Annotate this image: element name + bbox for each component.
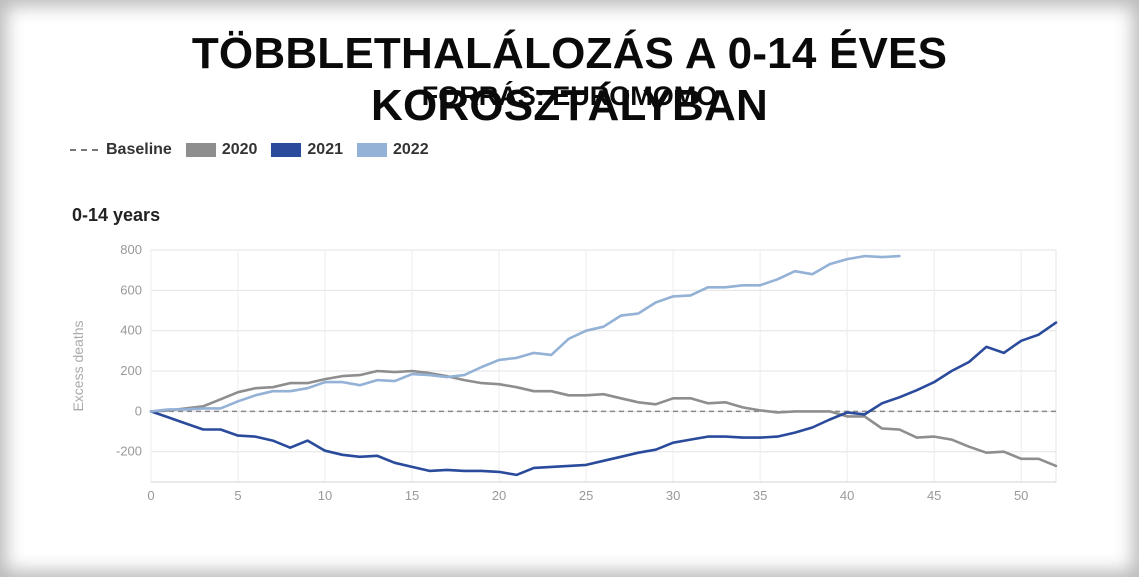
y-tick-label: 0 (135, 403, 142, 418)
y-tick-label: 400 (120, 323, 142, 338)
x-tick-label: 35 (753, 488, 767, 503)
y-tick-label: 600 (120, 282, 142, 297)
legend-swatch-2021 (271, 143, 302, 157)
legend-swatch-baseline (70, 149, 98, 151)
x-tick-label: 5 (234, 488, 241, 503)
y-tick-label: 200 (120, 363, 142, 378)
x-tick-label: 50 (1014, 488, 1028, 503)
y-tick-label: 800 (120, 242, 142, 257)
y-axis-label: Excess deaths (70, 320, 86, 411)
x-tick-label: 0 (147, 488, 154, 503)
page-subtitle: FORRÁS: EUROMOMO (421, 81, 718, 111)
x-tick-label: 40 (840, 488, 854, 503)
legend-label-2021: 2021 (307, 141, 343, 158)
x-tick-label: 10 (318, 488, 332, 503)
x-tick-label: 45 (927, 488, 941, 503)
legend-label-baseline: Baseline (106, 141, 172, 158)
legend-item-2020: 2020 (185, 141, 258, 159)
series-line-2020 (149, 369, 1058, 468)
x-tick-label: 30 (666, 488, 680, 503)
chart-series (149, 254, 1058, 477)
chart-grid (150, 249, 1057, 483)
series-line-2021 (149, 321, 1058, 477)
chart-axes: -200 0 200 400 600 800 0 5 10 15 20 25 30 35 40 45 50 (116, 242, 1056, 503)
chart-title: 0-14 years (72, 205, 161, 225)
legend-item-2021: 2021 (271, 141, 343, 159)
page-title: TÖBBLETHALÁLOZÁS A 0-14 ÉVES KOROSZTÁLYB… (191, 29, 948, 130)
y-tick-label: -200 (116, 444, 142, 459)
legend-label-2022: 2022 (393, 141, 429, 158)
legend-swatch-2020 (185, 143, 216, 157)
x-tick-label: 20 (492, 488, 506, 503)
legend-item-2022: 2022 (357, 141, 429, 159)
series-line-2022 (149, 254, 901, 413)
x-tick-label: 15 (405, 488, 419, 503)
legend-swatch-2022 (357, 143, 387, 157)
chart-legend: Baseline 2020 2021 2022 (70, 138, 443, 162)
legend-item-baseline: Baseline (70, 141, 172, 159)
x-tick-label: 25 (579, 488, 593, 503)
legend-label-2020: 2020 (221, 141, 258, 158)
